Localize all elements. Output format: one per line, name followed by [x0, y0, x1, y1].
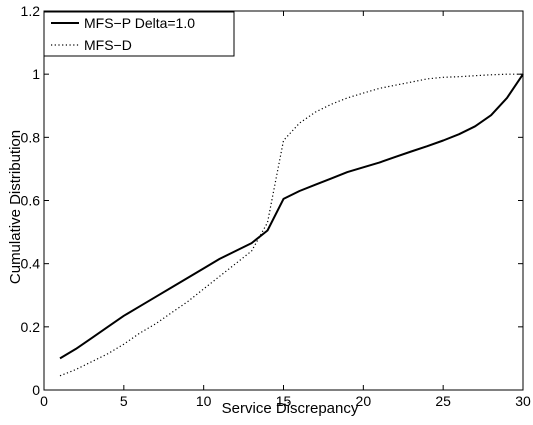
- legend: MFS−P Delta=1.0 MFS−D: [43, 11, 235, 57]
- series-line-mfs-d: [59, 73, 523, 377]
- legend-label-mfs-p: MFS−P Delta=1.0: [84, 15, 195, 31]
- y-tick-label: 0: [32, 382, 40, 398]
- y-tick-label: 1: [32, 66, 40, 82]
- legend-box: [43, 11, 235, 57]
- x-tick-label: 15: [276, 393, 292, 409]
- y-tick-label: 0.4: [21, 256, 41, 272]
- y-tick-label: 0.8: [21, 129, 41, 145]
- x-tick-label: 25: [435, 393, 451, 409]
- x-axis-ticks: 0 5 10 15 20 25 30: [40, 11, 531, 409]
- x-tick-label: 0: [40, 393, 48, 409]
- series-layer: [59, 73, 524, 377]
- x-tick-label: 10: [196, 393, 212, 409]
- y-tick-label: 0.2: [21, 319, 41, 335]
- legend-label-mfs-d: MFS−D: [84, 37, 132, 53]
- y-axis-ticks: 0 0.2 0.4 0.6 0.8 1 1.2: [21, 3, 523, 398]
- y-axis-label: Cumulative Distribution: [7, 130, 24, 284]
- x-tick-label: 30: [515, 393, 531, 409]
- x-tick-label: 5: [120, 393, 128, 409]
- y-tick-label: 0.6: [21, 193, 41, 209]
- y-tick-label: 1.2: [21, 3, 41, 19]
- series-line-mfs-p: [59, 73, 524, 360]
- x-axis-label: Service Discrepancy: [222, 400, 359, 417]
- x-tick-label: 20: [356, 393, 372, 409]
